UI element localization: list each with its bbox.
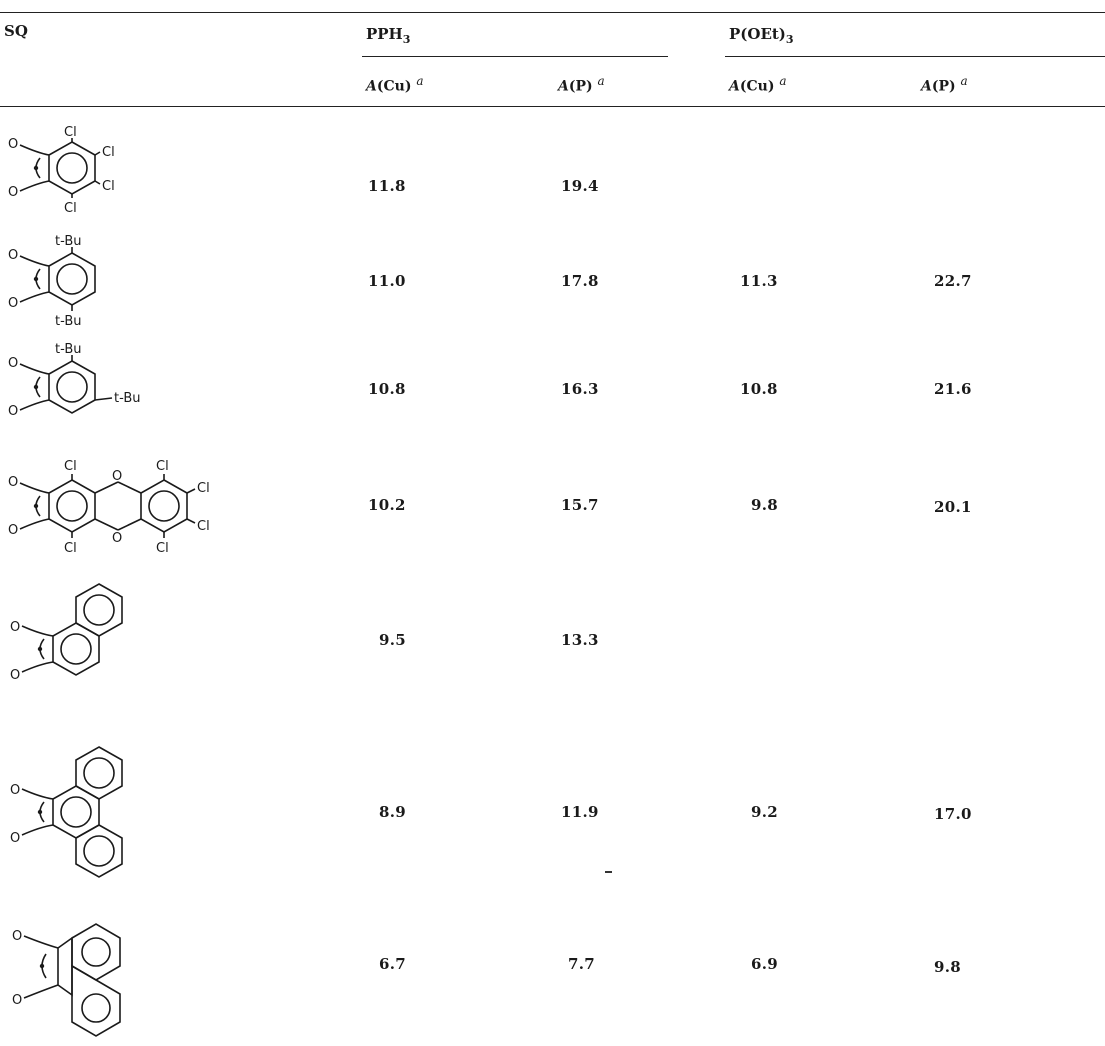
svg-text:O: O — [12, 929, 22, 944]
row7-poet-ap: 9.8 — [934, 958, 961, 976]
svg-text:O: O — [8, 356, 18, 371]
row3-pph3-acu: 10.8 — [368, 380, 406, 398]
svg-text:O: O — [8, 296, 18, 311]
svg-text:O: O — [10, 831, 20, 846]
column-header-poet3: P(OEt)3 — [729, 25, 794, 46]
svg-text:t-Bu: t-Bu — [114, 391, 140, 406]
row7-poet-acu: 6.9 — [751, 955, 778, 973]
svg-text:Cl: Cl — [64, 459, 77, 474]
subheader-pph3-acu: A(Cu) a — [366, 74, 424, 95]
row2-pph3-acu: 11.0 — [368, 272, 406, 290]
row6-poet-ap: 17.0 — [934, 805, 972, 823]
subheader-pph3-ap: A(P) a — [558, 74, 605, 95]
subheader-poet3-acu: A(Cu) a — [729, 74, 787, 95]
svg-text:O: O — [8, 404, 18, 419]
svg-text:O: O — [8, 475, 18, 490]
row5-pph3-acu: 9.5 — [379, 631, 406, 649]
svg-text:Cl: Cl — [64, 201, 77, 216]
row2-poet-ap: 22.7 — [934, 272, 972, 290]
structure-acenaphtho-semiquinone: O O — [12, 923, 121, 1037]
row4-poet-acu: 9.8 — [751, 496, 778, 514]
structure-tetrachloro-semiquinone: O O Cl Cl Cl Cl — [8, 125, 115, 216]
row6-pph3-ap: 11.9 — [561, 803, 599, 821]
row6-pph3-acu: 8.9 — [379, 803, 406, 821]
structure-di-tert-butyl-36-semiquinone: O O t-Bu t-Bu — [8, 234, 96, 329]
column-header-sq: SQ — [4, 22, 28, 40]
row3-poet-ap: 21.6 — [934, 380, 972, 398]
top-rule — [0, 12, 1105, 13]
row6-poet-acu: 9.2 — [751, 803, 778, 821]
svg-text:O: O — [112, 469, 122, 484]
row5-pph3-ap: 13.3 — [561, 631, 599, 649]
stray-mark — [605, 871, 612, 873]
row7-pph3-acu: 6.7 — [379, 955, 406, 973]
svg-text:O: O — [10, 783, 20, 798]
svg-text:Cl: Cl — [197, 481, 210, 496]
row1-pph3-acu: 11.8 — [368, 177, 406, 195]
row3-poet-acu: 10.8 — [740, 380, 778, 398]
svg-text:Cl: Cl — [156, 541, 169, 556]
subheader-poet3-ap: A(P) a — [921, 74, 968, 95]
svg-text:Cl: Cl — [64, 541, 77, 556]
svg-text:O: O — [10, 668, 20, 683]
row2-pph3-ap: 17.8 — [561, 272, 599, 290]
svg-text:Cl: Cl — [197, 519, 210, 534]
svg-text:O: O — [112, 531, 122, 546]
row3-pph3-ap: 16.3 — [561, 380, 599, 398]
structure-naphtho-semiquinone: O O — [10, 583, 123, 683]
pph3-span-rule — [362, 56, 668, 57]
svg-text:O: O — [8, 523, 18, 538]
svg-text:Cl: Cl — [64, 125, 77, 140]
svg-text:t-Bu: t-Bu — [55, 234, 81, 249]
svg-text:t-Bu: t-Bu — [55, 342, 81, 357]
poet3-span-rule — [725, 56, 1105, 57]
svg-text:Cl: Cl — [156, 459, 169, 474]
structure-tetrachloro-dibenzodioxin-semiquinone: O O O O Cl Cl Cl Cl Cl Cl — [8, 459, 210, 556]
column-header-pph3: PPH3 — [366, 25, 411, 46]
svg-text:O: O — [8, 185, 18, 200]
row4-pph3-ap: 15.7 — [561, 496, 599, 514]
svg-text:O: O — [8, 248, 18, 263]
row4-poet-ap: 20.1 — [934, 498, 972, 516]
structure-phenanthro-semiquinone: O O — [10, 746, 123, 878]
svg-text:O: O — [8, 137, 18, 152]
svg-text:Cl: Cl — [102, 145, 115, 160]
svg-text:O: O — [10, 620, 20, 635]
row4-pph3-acu: 10.2 — [368, 496, 406, 514]
svg-text:Cl: Cl — [102, 179, 115, 194]
svg-text:O: O — [12, 993, 22, 1008]
row7-pph3-ap: 7.7 — [568, 955, 595, 973]
row1-pph3-ap: 19.4 — [561, 177, 599, 195]
structure-di-tert-butyl-35-semiquinone: O O t-Bu t-Bu — [8, 342, 140, 419]
svg-text:t-Bu: t-Bu — [55, 314, 81, 329]
header-bottom-rule — [0, 106, 1105, 107]
row2-poet-acu: 11.3 — [740, 272, 778, 290]
